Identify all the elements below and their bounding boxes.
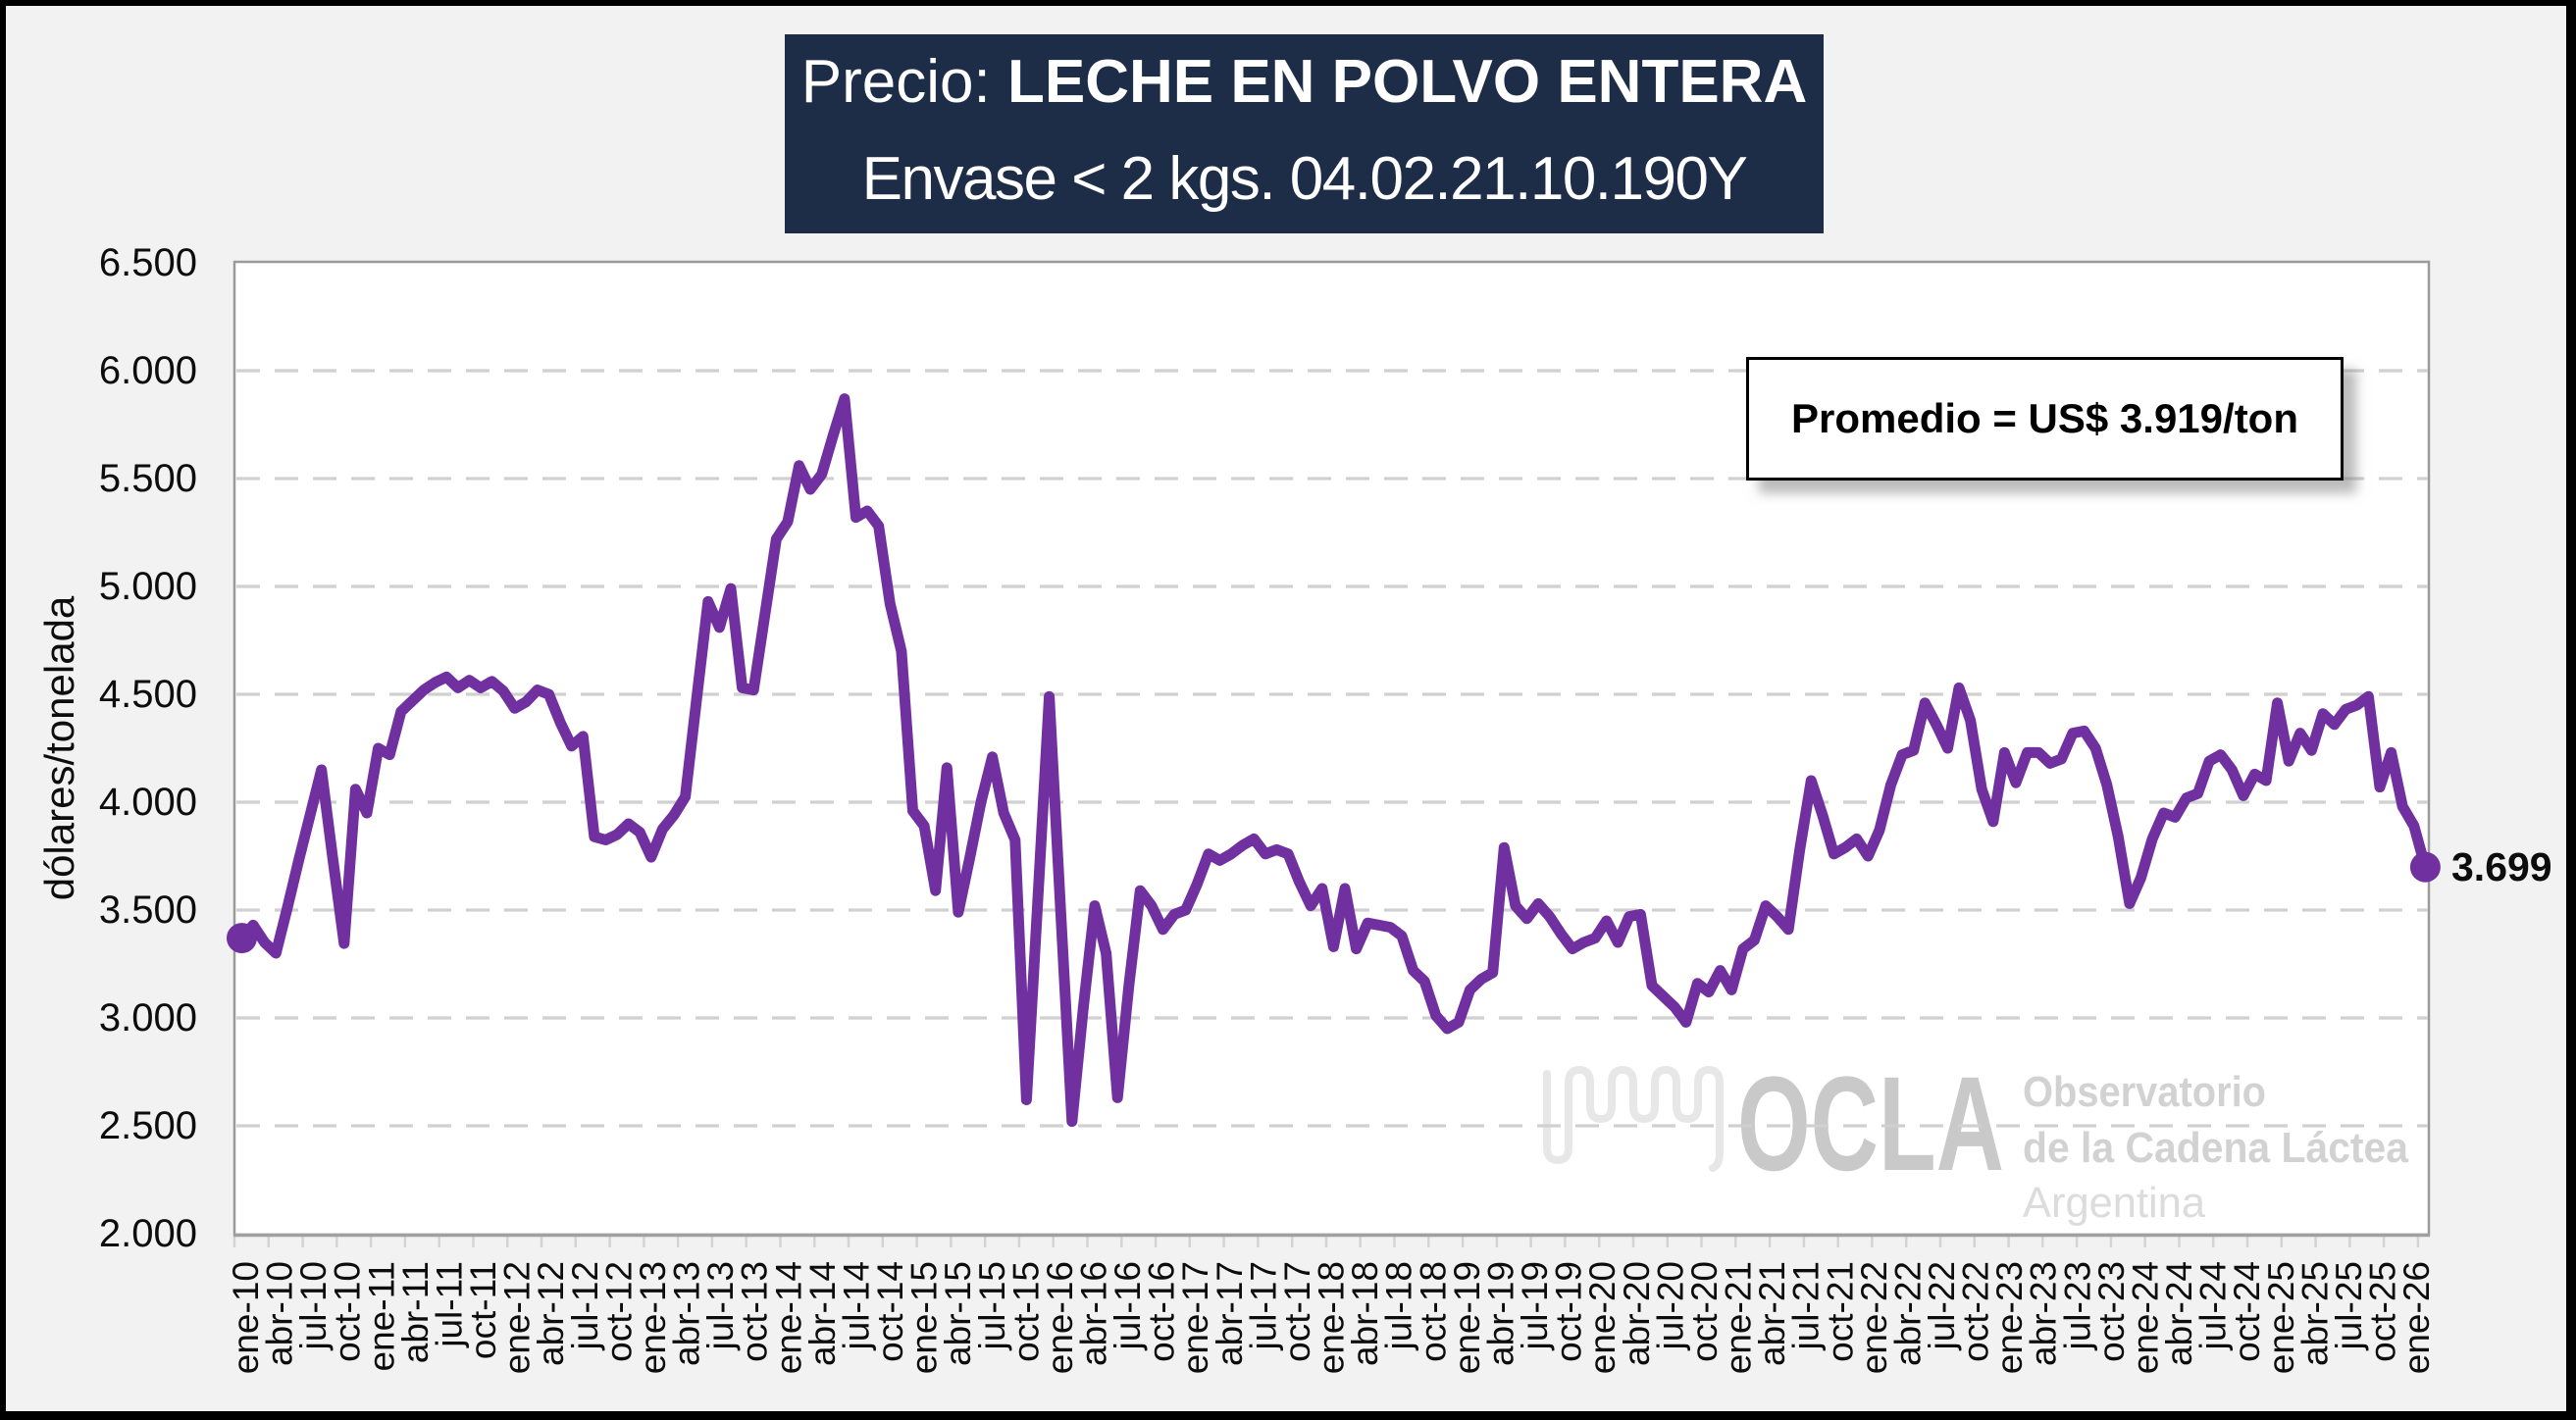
svg-text:abr-16: abr-16: [1074, 1261, 1114, 1366]
svg-text:jul-18: jul-18: [1379, 1261, 1419, 1351]
svg-text:oct-21: oct-21: [1820, 1261, 1860, 1362]
svg-text:jul-23: jul-23: [2057, 1261, 2097, 1351]
svg-text:6.500: 6.500: [99, 241, 197, 284]
svg-text:jul-16: jul-16: [1108, 1261, 1148, 1351]
svg-text:oct-12: oct-12: [598, 1261, 639, 1362]
svg-text:ene-12: ene-12: [497, 1261, 538, 1374]
svg-text:abr-17: abr-17: [1210, 1261, 1250, 1366]
svg-text:jul-17: jul-17: [1243, 1261, 1283, 1351]
svg-text:abr-22: abr-22: [1887, 1261, 1928, 1366]
svg-text:abr-19: abr-19: [1481, 1261, 1521, 1366]
svg-text:oct-11: oct-11: [463, 1261, 503, 1359]
svg-text:ene-13: ene-13: [633, 1261, 673, 1374]
svg-text:ene-17: ene-17: [1175, 1261, 1215, 1374]
svg-text:de la Cadena Láctea: de la Cadena Láctea: [2023, 1124, 2408, 1172]
svg-text:Argentina: Argentina: [2023, 1179, 2206, 1227]
svg-text:abr-24: abr-24: [2159, 1261, 2199, 1366]
svg-text:abr-14: abr-14: [802, 1261, 843, 1366]
svg-text:jul-22: jul-22: [1922, 1261, 1962, 1351]
svg-text:ene-24: ene-24: [2126, 1261, 2166, 1374]
svg-text:oct-24: oct-24: [2227, 1261, 2267, 1362]
svg-text:oct-10: oct-10: [328, 1261, 368, 1362]
svg-text:jul-15: jul-15: [972, 1261, 1012, 1351]
svg-text:ene-22: ene-22: [1854, 1261, 1894, 1374]
svg-text:dólares/tonelada: dólares/tonelada: [36, 595, 82, 900]
svg-text:jul-12: jul-12: [565, 1261, 605, 1351]
svg-text:5.000: 5.000: [99, 565, 197, 608]
svg-text:oct-15: oct-15: [1005, 1261, 1046, 1362]
svg-text:oct-25: oct-25: [2363, 1261, 2403, 1362]
svg-text:ene-26: ene-26: [2396, 1261, 2437, 1374]
svg-text:ene-11: ene-11: [361, 1261, 401, 1371]
svg-text:ene-14: ene-14: [768, 1261, 808, 1374]
svg-text:abr-12: abr-12: [531, 1261, 571, 1366]
svg-text:jul-21: jul-21: [1786, 1261, 1827, 1351]
svg-text:ene-21: ene-21: [1719, 1261, 1759, 1374]
svg-text:abr-23: abr-23: [2024, 1261, 2064, 1366]
svg-text:jul-13: jul-13: [700, 1261, 741, 1351]
svg-text:5.500: 5.500: [99, 457, 197, 500]
svg-text:abr-20: abr-20: [1617, 1261, 1657, 1366]
svg-text:oct-20: oct-20: [1684, 1261, 1725, 1362]
svg-text:oct-13: oct-13: [735, 1261, 775, 1362]
svg-text:3.500: 3.500: [99, 888, 197, 932]
svg-text:ene-18: ene-18: [1312, 1261, 1352, 1374]
svg-text:abr-13: abr-13: [667, 1261, 707, 1366]
svg-text:jul-11: jul-11: [430, 1261, 470, 1348]
svg-text:oct-17: oct-17: [1277, 1261, 1317, 1362]
svg-text:ene-25: ene-25: [2261, 1261, 2301, 1374]
svg-text:ene-10: ene-10: [226, 1261, 266, 1374]
svg-text:jul-10: jul-10: [293, 1261, 334, 1351]
svg-text:ene-15: ene-15: [904, 1261, 945, 1374]
svg-text:3.699: 3.699: [2451, 844, 2552, 889]
svg-text:ene-23: ene-23: [1989, 1261, 2030, 1374]
svg-text:oct-23: oct-23: [2091, 1261, 2132, 1362]
svg-text:3.000: 3.000: [99, 996, 197, 1040]
svg-text:abr-18: abr-18: [1345, 1261, 1385, 1366]
svg-text:2.000: 2.000: [99, 1212, 197, 1255]
svg-text:Observatorio: Observatorio: [2023, 1068, 2266, 1116]
svg-text:ene-19: ene-19: [1447, 1261, 1487, 1374]
svg-text:4.500: 4.500: [99, 673, 197, 716]
svg-text:oct-18: oct-18: [1413, 1261, 1453, 1362]
svg-text:abr-21: abr-21: [1752, 1261, 1792, 1366]
svg-text:oct-22: oct-22: [1956, 1261, 1996, 1362]
svg-text:abr-11: abr-11: [395, 1261, 436, 1363]
svg-text:oct-19: oct-19: [1549, 1261, 1589, 1362]
svg-text:ene-16: ene-16: [1040, 1261, 1080, 1374]
svg-text:ene-20: ene-20: [1582, 1261, 1623, 1374]
svg-text:jul-19: jul-19: [1515, 1261, 1555, 1351]
svg-text:jul-14: jul-14: [836, 1261, 876, 1351]
svg-text:abr-25: abr-25: [2294, 1261, 2335, 1366]
svg-text:jul-20: jul-20: [1650, 1261, 1690, 1351]
svg-text:4.000: 4.000: [99, 781, 197, 824]
svg-text:jul-25: jul-25: [2329, 1261, 2369, 1351]
svg-text:6.000: 6.000: [99, 349, 197, 392]
svg-text:2.500: 2.500: [99, 1104, 197, 1147]
svg-text:abr-10: abr-10: [260, 1261, 300, 1366]
svg-text:oct-16: oct-16: [1142, 1261, 1182, 1362]
svg-text:oct-14: oct-14: [870, 1261, 910, 1362]
svg-text:jul-24: jul-24: [2193, 1261, 2234, 1351]
svg-text:abr-15: abr-15: [938, 1261, 978, 1366]
